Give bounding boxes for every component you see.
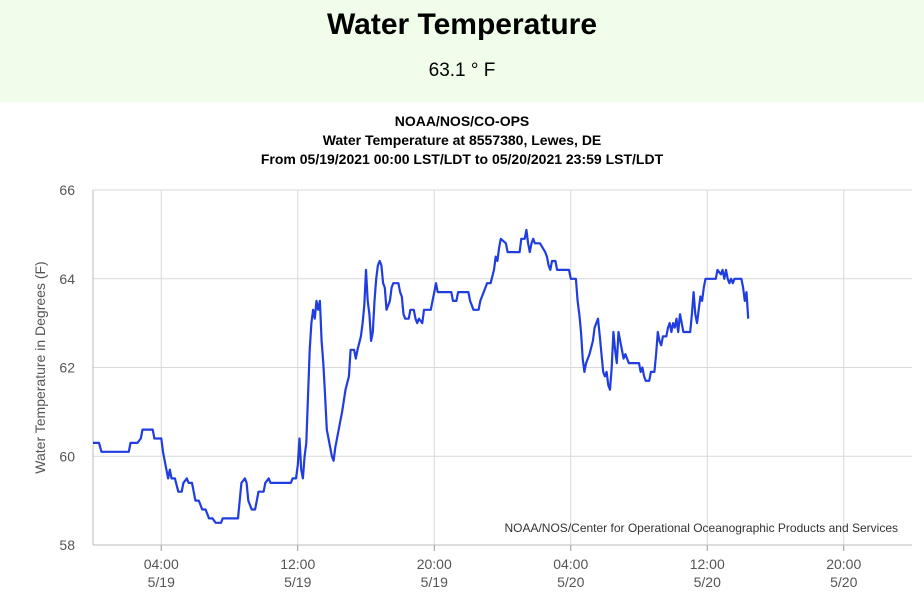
x-tick-label-time: 04:00 xyxy=(553,556,588,572)
x-tick-label-time: 20:00 xyxy=(417,556,452,572)
y-tick-label: 62 xyxy=(59,360,75,376)
page-title: Water Temperature xyxy=(326,8,598,41)
y-axis-label: Water Temperature in Degrees (F) xyxy=(32,261,48,473)
x-tick-label-time: 12:00 xyxy=(690,556,725,572)
x-tick-label-date: 5/20 xyxy=(830,574,857,590)
x-tick-label-time: 04:00 xyxy=(144,556,179,572)
current-reading: 63.1 ° F xyxy=(428,60,496,81)
x-tick-label-date: 5/19 xyxy=(284,574,311,590)
chart-plot: 58 60 62 64 66 04:00 5/19 12:00 5/19 20:00 5/19 04:… xyxy=(32,182,912,590)
x-tick-label-time: 20:00 xyxy=(826,556,861,572)
series-line xyxy=(93,228,750,524)
x-tick-label-date: 5/19 xyxy=(148,574,175,590)
chart-title-line-2: Water Temperature at 8557380, Lewes, DE xyxy=(322,132,602,148)
y-tick-label: 66 xyxy=(59,182,75,198)
x-tick-label-date: 5/20 xyxy=(557,574,584,590)
summary-header: Water Temperature 63.1 ° F xyxy=(0,0,924,102)
x-tick-label-time: 12:00 xyxy=(280,556,315,572)
chart-title-line-1: NOAA/NOS/CO-OPS xyxy=(394,113,530,129)
chart-title-block: NOAA/NOS/CO-OPS Water Temperature at 855… xyxy=(0,112,924,169)
y-tick-label: 60 xyxy=(59,448,75,464)
y-tick-label: 58 xyxy=(59,537,75,553)
chart-title-line-3: From 05/19/2021 00:00 LST/LDT to 05/20/2… xyxy=(260,151,664,167)
y-tick-label: 64 xyxy=(59,271,75,287)
credit-annotation: NOAA/NOS/Center for Operational Oceanogr… xyxy=(504,521,898,535)
x-tick-label-date: 5/20 xyxy=(694,574,721,590)
water-temperature-chart: NOAA/NOS/CO-OPS Water Temperature at 855… xyxy=(0,102,924,605)
x-tick-label-date: 5/19 xyxy=(421,574,448,590)
